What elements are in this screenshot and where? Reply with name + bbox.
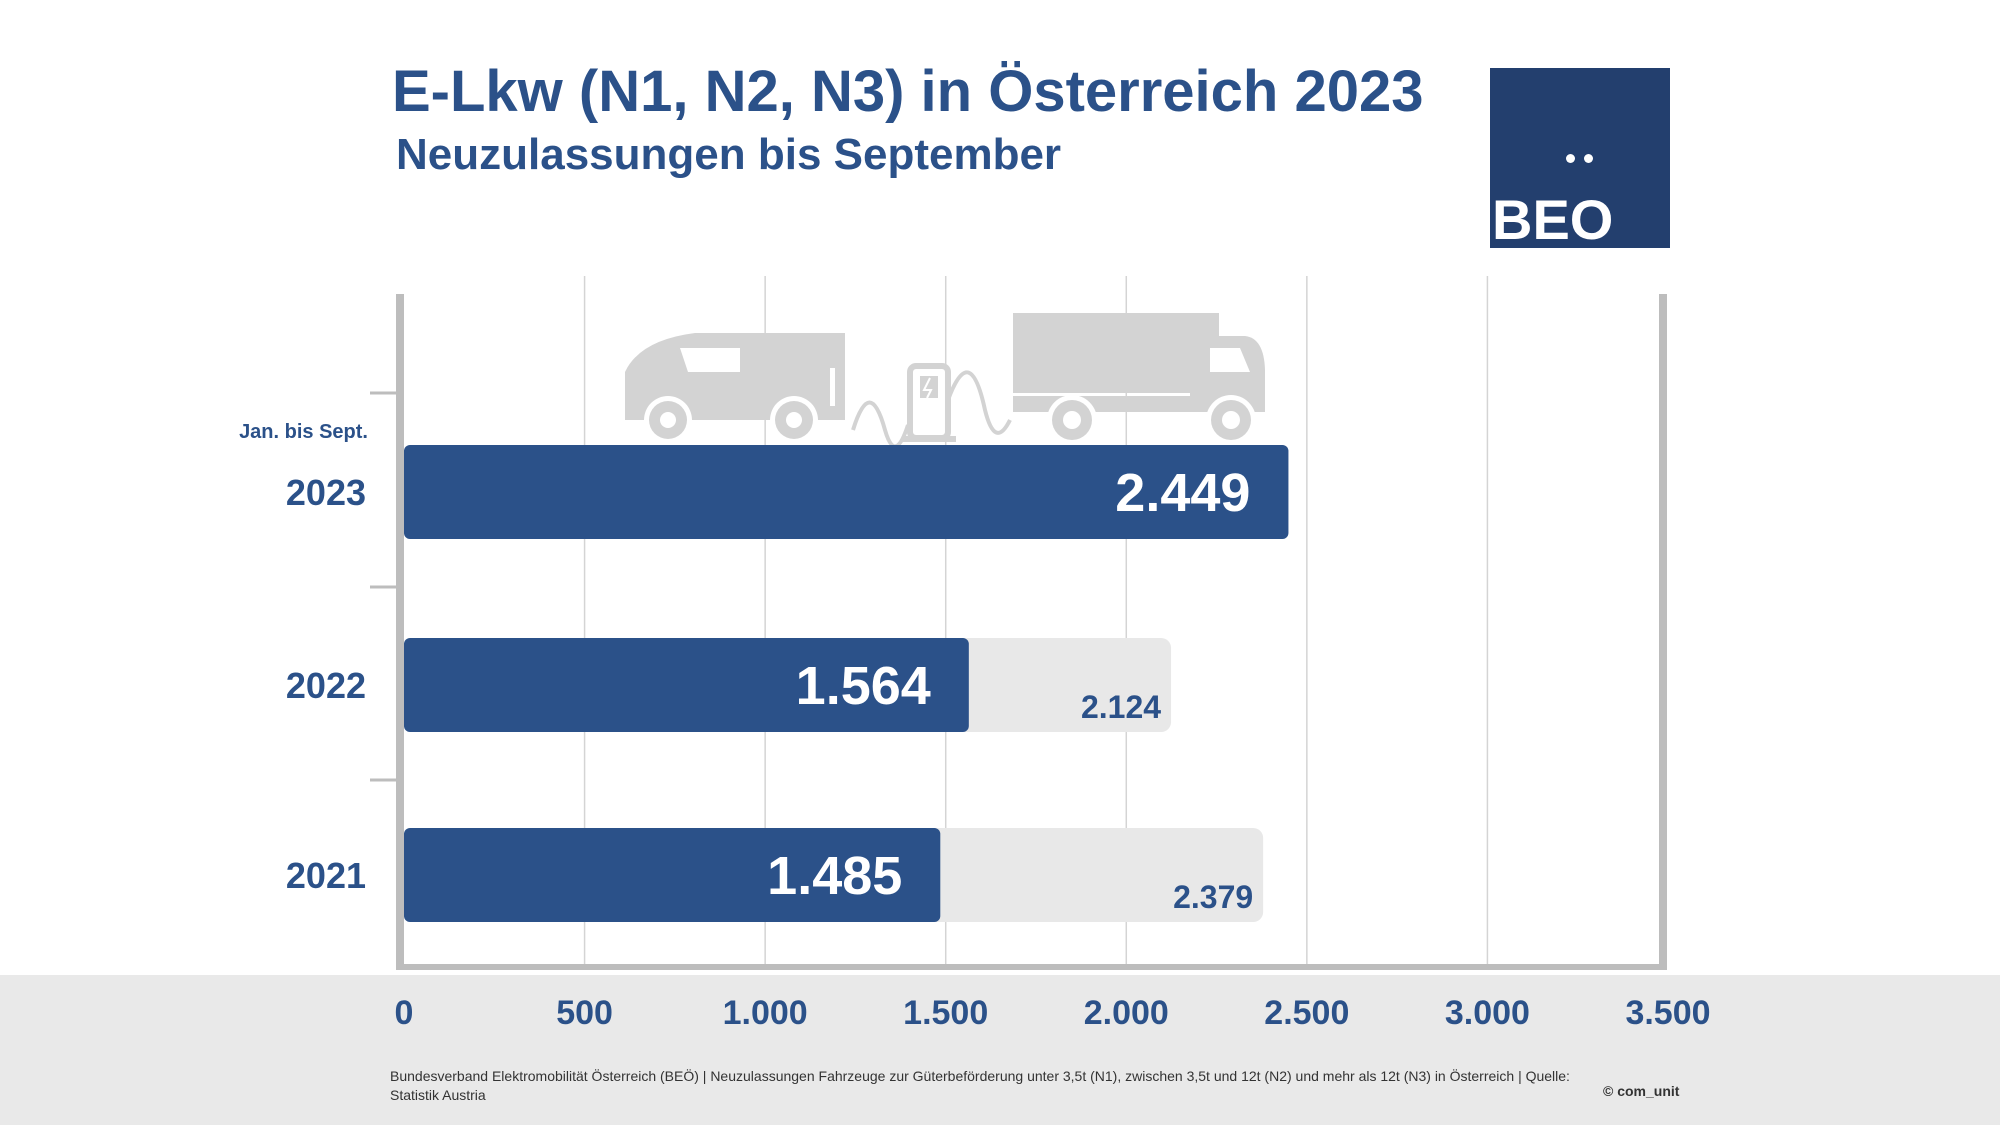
- footer-band: [0, 975, 2000, 1125]
- x-tick-label: 3.000: [1445, 994, 1530, 1032]
- x-axis-labels: 0 500 1.000 1.500 2.000 2.500 3.000 3.500: [395, 994, 1711, 1032]
- truck-icon: [1013, 313, 1265, 445]
- bar-value: [404, 638, 969, 732]
- x-tick-label: 0: [395, 994, 414, 1032]
- category-note: Jan. bis Sept.: [239, 421, 368, 443]
- y-axis-line: [396, 294, 404, 969]
- logo-text: BEO: [1492, 188, 1614, 251]
- x-axis-line: [396, 964, 1667, 970]
- bar-total-label: 2.124: [1081, 689, 1161, 725]
- bars: 2.124 2.379 2.449 1.564 1.485: [404, 445, 1289, 922]
- beo-logo: BEO: [1490, 68, 1670, 248]
- bar-total-label: 2.379: [1173, 879, 1253, 915]
- category-label: 2023: [286, 472, 366, 513]
- bar-value: [404, 445, 1289, 539]
- right-frame-line: [1659, 294, 1667, 969]
- bar-value-label: 1.564: [796, 656, 931, 716]
- x-tick-label: 1.000: [723, 994, 808, 1032]
- x-tick-label: 2.000: [1084, 994, 1169, 1032]
- van-icon: [625, 333, 845, 444]
- source-note: Bundesverband Elektromobilität Österreic…: [390, 1068, 1570, 1103]
- x-tick-label: 1.500: [903, 994, 988, 1032]
- logo-dots-icon: [1566, 150, 1602, 168]
- bar-value-label: 2.449: [1115, 463, 1250, 523]
- bar-value-label: 1.485: [767, 846, 902, 906]
- category-label: 2021: [286, 855, 366, 896]
- x-tick-label: 3.500: [1625, 994, 1710, 1032]
- x-tick-label: 500: [556, 994, 613, 1032]
- category-label: 2022: [286, 665, 366, 706]
- x-tick-label: 2.500: [1264, 994, 1349, 1032]
- copyright: © com_unit: [1603, 1083, 1680, 1099]
- bar-value: [404, 828, 941, 922]
- charging-station-icon: [851, 363, 1012, 449]
- chart-subtitle: Neuzulassungen bis September: [396, 130, 1062, 179]
- y-axis-labels: 2023 2022 2021 Jan. bis Sept.: [239, 421, 368, 896]
- chart-title: E-Lkw (N1, N2, N3) in Österreich 2023: [392, 59, 1424, 124]
